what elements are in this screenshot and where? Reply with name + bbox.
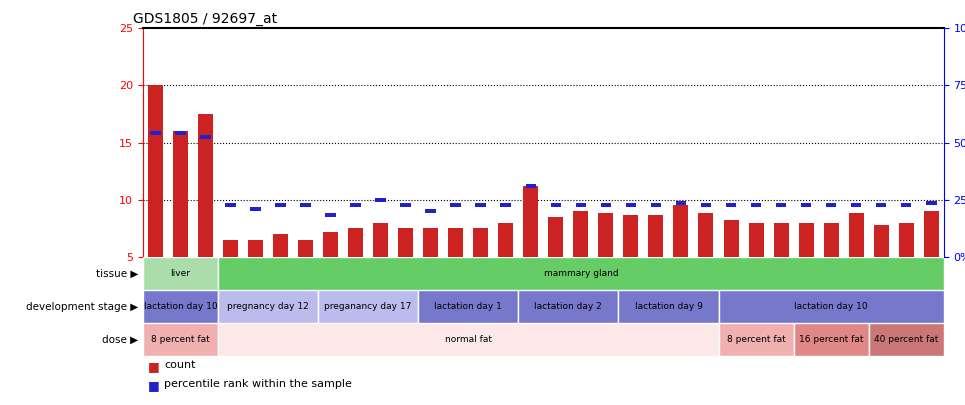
Text: ■: ■ (148, 379, 159, 392)
Bar (350, 203, 361, 207)
Bar (551, 203, 561, 207)
Bar (451, 203, 461, 207)
Bar (719, 323, 793, 356)
Text: 16 percent fat: 16 percent fat (799, 335, 864, 344)
Bar (676, 201, 686, 205)
Bar (418, 290, 518, 323)
Bar (625, 203, 636, 207)
Text: lactation day 2: lactation day 2 (535, 302, 602, 311)
Bar (826, 203, 837, 207)
Text: ■: ■ (148, 360, 159, 373)
Bar (373, 222, 388, 257)
Bar (151, 132, 160, 135)
Text: count: count (164, 360, 196, 371)
Bar (223, 240, 238, 257)
Text: percentile rank within the sample: percentile rank within the sample (164, 379, 352, 389)
Bar (143, 323, 218, 356)
Text: tissue ▶: tissue ▶ (96, 269, 138, 278)
Bar (300, 203, 311, 207)
Bar (776, 203, 786, 207)
Bar (701, 203, 711, 207)
Bar (749, 222, 763, 257)
Bar (650, 203, 661, 207)
Bar (751, 203, 761, 207)
Bar (573, 211, 589, 257)
Bar (726, 203, 736, 207)
Bar (501, 203, 511, 207)
Bar (924, 211, 939, 257)
Bar (623, 215, 639, 257)
Bar (774, 222, 788, 257)
Bar (799, 222, 813, 257)
Bar (198, 114, 213, 257)
Bar (518, 290, 619, 323)
Bar (801, 203, 812, 207)
Bar (399, 228, 413, 257)
Bar (926, 201, 936, 205)
Bar (248, 240, 262, 257)
Text: preganancy day 17: preganancy day 17 (324, 302, 412, 311)
Bar (448, 228, 463, 257)
Bar (898, 222, 914, 257)
Bar (901, 203, 912, 207)
Text: lactation day 10: lactation day 10 (144, 302, 217, 311)
Bar (143, 290, 218, 323)
Bar (298, 240, 313, 257)
Bar (318, 290, 418, 323)
Bar (323, 232, 338, 257)
Text: GDS1805 / 92697_at: GDS1805 / 92697_at (133, 12, 277, 26)
Bar (699, 213, 713, 257)
Bar (143, 257, 218, 290)
Bar (423, 228, 438, 257)
Bar (273, 234, 288, 257)
Text: development stage ▶: development stage ▶ (26, 302, 138, 311)
Bar (523, 186, 538, 257)
Bar (218, 323, 719, 356)
Text: liver: liver (171, 269, 190, 278)
Text: 8 percent fat: 8 percent fat (727, 335, 786, 344)
Text: dose ▶: dose ▶ (102, 335, 138, 345)
Bar (719, 290, 944, 323)
Bar (148, 85, 163, 257)
Bar (876, 203, 887, 207)
Bar (793, 323, 868, 356)
Bar (674, 205, 688, 257)
Text: mammary gland: mammary gland (543, 269, 619, 278)
Text: lactation day 1: lactation day 1 (434, 302, 502, 311)
Bar (375, 198, 386, 202)
Bar (724, 220, 738, 257)
Bar (275, 203, 286, 207)
Bar (250, 207, 261, 211)
Text: lactation day 10: lactation day 10 (794, 302, 868, 311)
Bar (526, 184, 536, 188)
Bar (548, 217, 564, 257)
Bar (473, 228, 488, 257)
Bar (476, 203, 486, 207)
Bar (426, 209, 436, 213)
Bar (575, 203, 586, 207)
Bar (225, 203, 235, 207)
Bar (218, 290, 318, 323)
Bar (200, 135, 210, 139)
Bar (824, 222, 839, 257)
Bar (175, 132, 185, 135)
Bar (600, 203, 611, 207)
Bar (400, 203, 411, 207)
Text: normal fat: normal fat (445, 335, 492, 344)
Bar (598, 213, 614, 257)
Bar (648, 215, 664, 257)
Bar (851, 203, 862, 207)
Bar (348, 228, 363, 257)
Bar (619, 290, 719, 323)
Text: 8 percent fat: 8 percent fat (151, 335, 209, 344)
Bar (848, 213, 864, 257)
Bar (325, 213, 336, 217)
Bar (873, 225, 889, 257)
Bar (868, 323, 944, 356)
Text: lactation day 9: lactation day 9 (635, 302, 703, 311)
Text: pregnancy day 12: pregnancy day 12 (227, 302, 309, 311)
Text: 40 percent fat: 40 percent fat (874, 335, 938, 344)
Bar (498, 222, 513, 257)
Bar (173, 131, 188, 257)
